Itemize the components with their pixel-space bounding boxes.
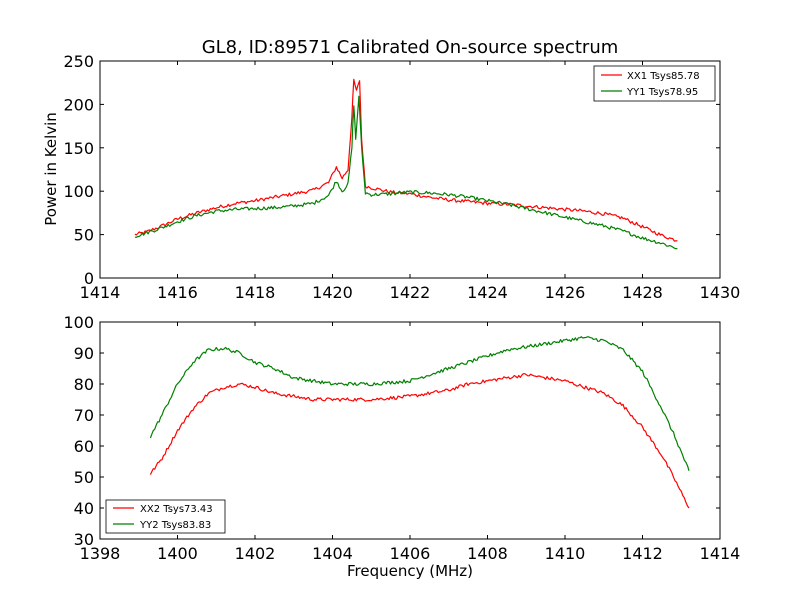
bottom-axis-ticks: 1398 1400 1402 1404 1406 1408 1410 1412 1414 30 40…	[63, 313, 740, 563]
bottom-legend: XX2 Tsys73.43 YY2 Tsys83.83	[105, 499, 226, 534]
bottom-ytick-label: 90	[74, 344, 94, 363]
top-xtick-label: 1416	[157, 283, 198, 302]
bottom-xtick-label: 1406	[390, 544, 431, 563]
bottom-series-group	[149, 336, 690, 509]
bottom-legend-label-xx2: XX2 Tsys73.43	[140, 504, 213, 515]
bottom-xtick-label: 1404	[312, 544, 353, 563]
top-xtick-label: 1426	[545, 283, 586, 302]
top-ytick-label: 150	[63, 139, 94, 158]
bottom-subplot: 1398 1400 1402 1404 1406 1408 1410 1412 1414 30 40…	[63, 313, 740, 580]
bottom-ytick-label: 30	[74, 530, 94, 549]
top-ytick-label: 100	[63, 182, 94, 201]
top-axis-ticks: 1414 1416 1418 1420 1422 1424 1426 1428 1430 0 50 1…	[63, 52, 740, 302]
top-xtick-label: 1420	[312, 283, 353, 302]
top-xtick-label: 1422	[390, 283, 431, 302]
top-series-group	[134, 78, 678, 250]
top-xtick-label: 1424	[467, 283, 508, 302]
figure-title: GL8, ID:89571 Calibrated On-source spect…	[202, 37, 619, 58]
bottom-series-1-line	[149, 336, 690, 471]
bottom-xtick-label: 1398	[80, 544, 121, 563]
top-ylabel: Power in Kelvin	[42, 112, 60, 226]
bottom-xtick-label: 1408	[467, 544, 508, 563]
top-subplot: 1414 1416 1418 1420 1422 1424 1426 1428 1430 0 50 1…	[42, 52, 740, 302]
bottom-ytick-label: 80	[74, 375, 94, 394]
top-xtick-label: 1428	[622, 283, 663, 302]
top-legend-box	[593, 65, 716, 102]
top-xtick-label: 1414	[80, 283, 121, 302]
bottom-ytick-label: 70	[74, 406, 94, 425]
top-legend-label-xx1: XX1 Tsys85.78	[627, 71, 700, 82]
bottom-ytick-label: 40	[74, 499, 94, 518]
bottom-xtick-label: 1410	[545, 544, 586, 563]
top-ytick-label: 250	[63, 52, 94, 71]
bottom-xtick-label: 1402	[235, 544, 276, 563]
bottom-series-0-line	[149, 373, 690, 509]
bottom-xlabel: Frequency (MHz)	[347, 562, 473, 580]
bottom-xtick-label: 1412	[622, 544, 663, 563]
bottom-ytick-label: 100	[63, 313, 94, 332]
top-series-1-line	[134, 95, 678, 250]
bottom-ytick-label: 60	[74, 437, 94, 456]
top-xtick-label: 1430	[700, 283, 741, 302]
bottom-legend-box	[105, 499, 226, 534]
top-ytick-label: 0	[84, 269, 94, 288]
top-xtick-label: 1418	[235, 283, 276, 302]
top-legend-label-yy1: YY1 Tsys78.95	[626, 87, 698, 98]
top-legend: XX1 Tsys85.78 YY1 Tsys78.95	[593, 65, 716, 102]
bottom-xtick-label: 1414	[700, 544, 741, 563]
bottom-ytick-label: 50	[74, 468, 94, 487]
bottom-xtick-label: 1400	[157, 544, 198, 563]
bottom-legend-label-yy2: YY2 Tsys83.83	[139, 520, 211, 531]
top-ytick-label: 50	[74, 226, 94, 245]
top-ytick-label: 200	[63, 95, 94, 114]
